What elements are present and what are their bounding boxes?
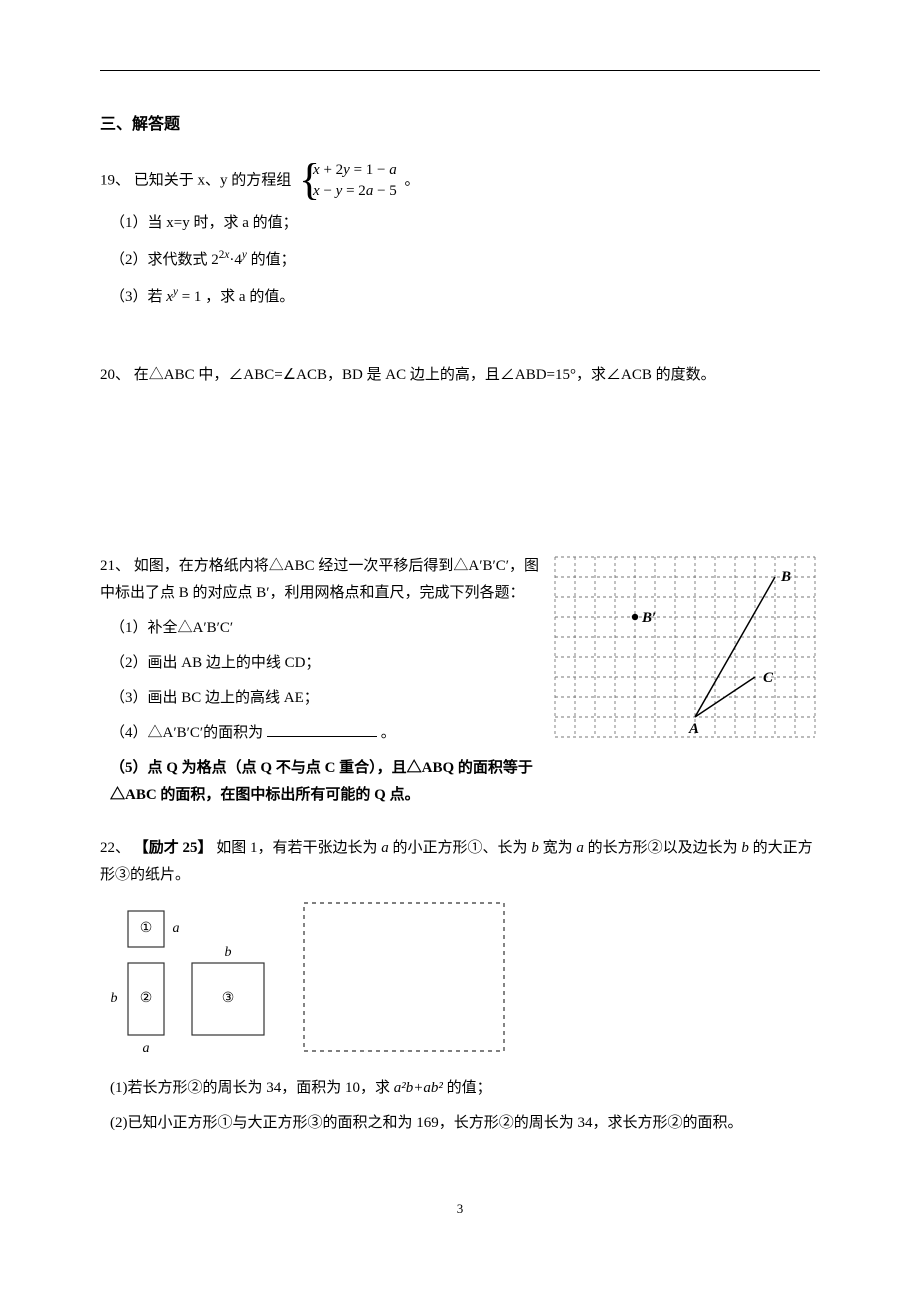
top-rule: [100, 70, 820, 71]
q19-p3-before: （3）若: [110, 289, 166, 305]
q19-p2-after: 的值；: [251, 252, 296, 268]
workspace-gap: [100, 407, 820, 547]
page-number: 3: [100, 1197, 820, 1220]
q19-p2-before: （2）求代数式: [110, 252, 211, 268]
q19-p3-expr: xy = 1: [166, 289, 201, 305]
svg-text:A: A: [688, 721, 699, 737]
question-20: 20、 在△ABC 中，∠ABC=∠ACB，BD 是 AC 边上的高，且∠ABD…: [100, 362, 820, 389]
q22-number: 22、: [100, 840, 130, 856]
svg-text:a: a: [143, 1041, 150, 1056]
question-22: 22、 【励才 25】 如图 1，有若干张边长为 a 的小正方形①、长为 b 宽…: [100, 835, 820, 1137]
q19-stem: 19、 已知关于 x、y 的方程组 x + 2y = 1 − a x − y =…: [100, 160, 820, 202]
svg-text:①: ①: [140, 921, 153, 936]
q20-text: 在△ABC 中，∠ABC=∠ACB，BD 是 AC 边上的高，且∠ABD=15°…: [134, 367, 716, 383]
q19-part1: （1）当 x=y 时，求 a 的值；: [110, 210, 820, 237]
q21-stem: 如图，在方格纸内将△ABC 经过一次平移后得到△A′B′C′，图中标出了点 B …: [100, 558, 539, 601]
q19-number: 19、: [100, 172, 130, 188]
q22-shapes-svg: ① a ② b a ③ b: [100, 897, 560, 1057]
q22-part2: (2)已知小正方形①与大正方形③的面积之和为 169，长方形②的周长为 34，求…: [110, 1110, 820, 1137]
q20-number: 20、: [100, 367, 130, 383]
svg-text:C: C: [763, 670, 774, 686]
svg-text:b: b: [225, 945, 232, 960]
q21-part1: （1）补全△A′B′C′: [110, 615, 540, 642]
question-19: 19、 已知关于 x、y 的方程组 x + 2y = 1 − a x − y =…: [100, 160, 820, 311]
q21-number: 21、: [100, 558, 130, 574]
q21-grid-svg: A B C B′: [550, 553, 820, 753]
q19-part3: （3）若 xy = 1 ，求 a 的值。: [110, 282, 820, 311]
q22-tag: 【励才 25】: [134, 840, 213, 856]
svg-text:③: ③: [222, 991, 235, 1006]
q21-part5: （5）点 Q 为格点（点 Q 不与点 C 重合），且△ABQ 的面积等于△ABC…: [110, 755, 540, 809]
section-title: 三、解答题: [100, 111, 820, 140]
q21-figure: A B C B′: [550, 553, 820, 763]
q22-part1: (1)若长方形②的周长为 34，面积为 10，求 a²b+ab² 的值；: [110, 1075, 820, 1102]
q21-part2: （2）画出 AB 边上的中线 CD；: [110, 650, 540, 677]
q19-stem-after: 。: [405, 172, 420, 188]
q21-part3: （3）画出 BC 边上的高线 AE；: [110, 685, 540, 712]
q19-part2: （2）求代数式 22x·4y 的值；: [110, 245, 820, 274]
q19-p2-expr: 22x·4y: [211, 252, 247, 268]
q21-blank: [267, 721, 377, 737]
q21-part4: （4）△A′B′C′的面积为 。: [110, 720, 540, 747]
svg-text:B: B: [780, 569, 791, 585]
q19-stem-before: 已知关于 x、y 的方程组: [134, 172, 292, 188]
svg-text:②: ②: [140, 991, 153, 1006]
q21-p4-after: 。: [381, 725, 396, 741]
q19-system: x + 2y = 1 − a x − y = 2a − 5: [299, 160, 397, 202]
svg-text:B′: B′: [641, 610, 656, 626]
svg-text:a: a: [173, 921, 180, 936]
q22-figure: ① a ② b a ③ b: [100, 897, 820, 1067]
question-21: 21、 如图，在方格纸内将△ABC 经过一次平移后得到△A′B′C′，图中标出了…: [100, 553, 820, 817]
q21-p4-before: （4）△A′B′C′的面积为: [110, 725, 263, 741]
svg-text:b: b: [111, 991, 118, 1006]
q21-text-col: 21、 如图，在方格纸内将△ABC 经过一次平移后得到△A′B′C′，图中标出了…: [100, 553, 540, 817]
q19-p3-after: ，求 a 的值。: [205, 289, 294, 305]
